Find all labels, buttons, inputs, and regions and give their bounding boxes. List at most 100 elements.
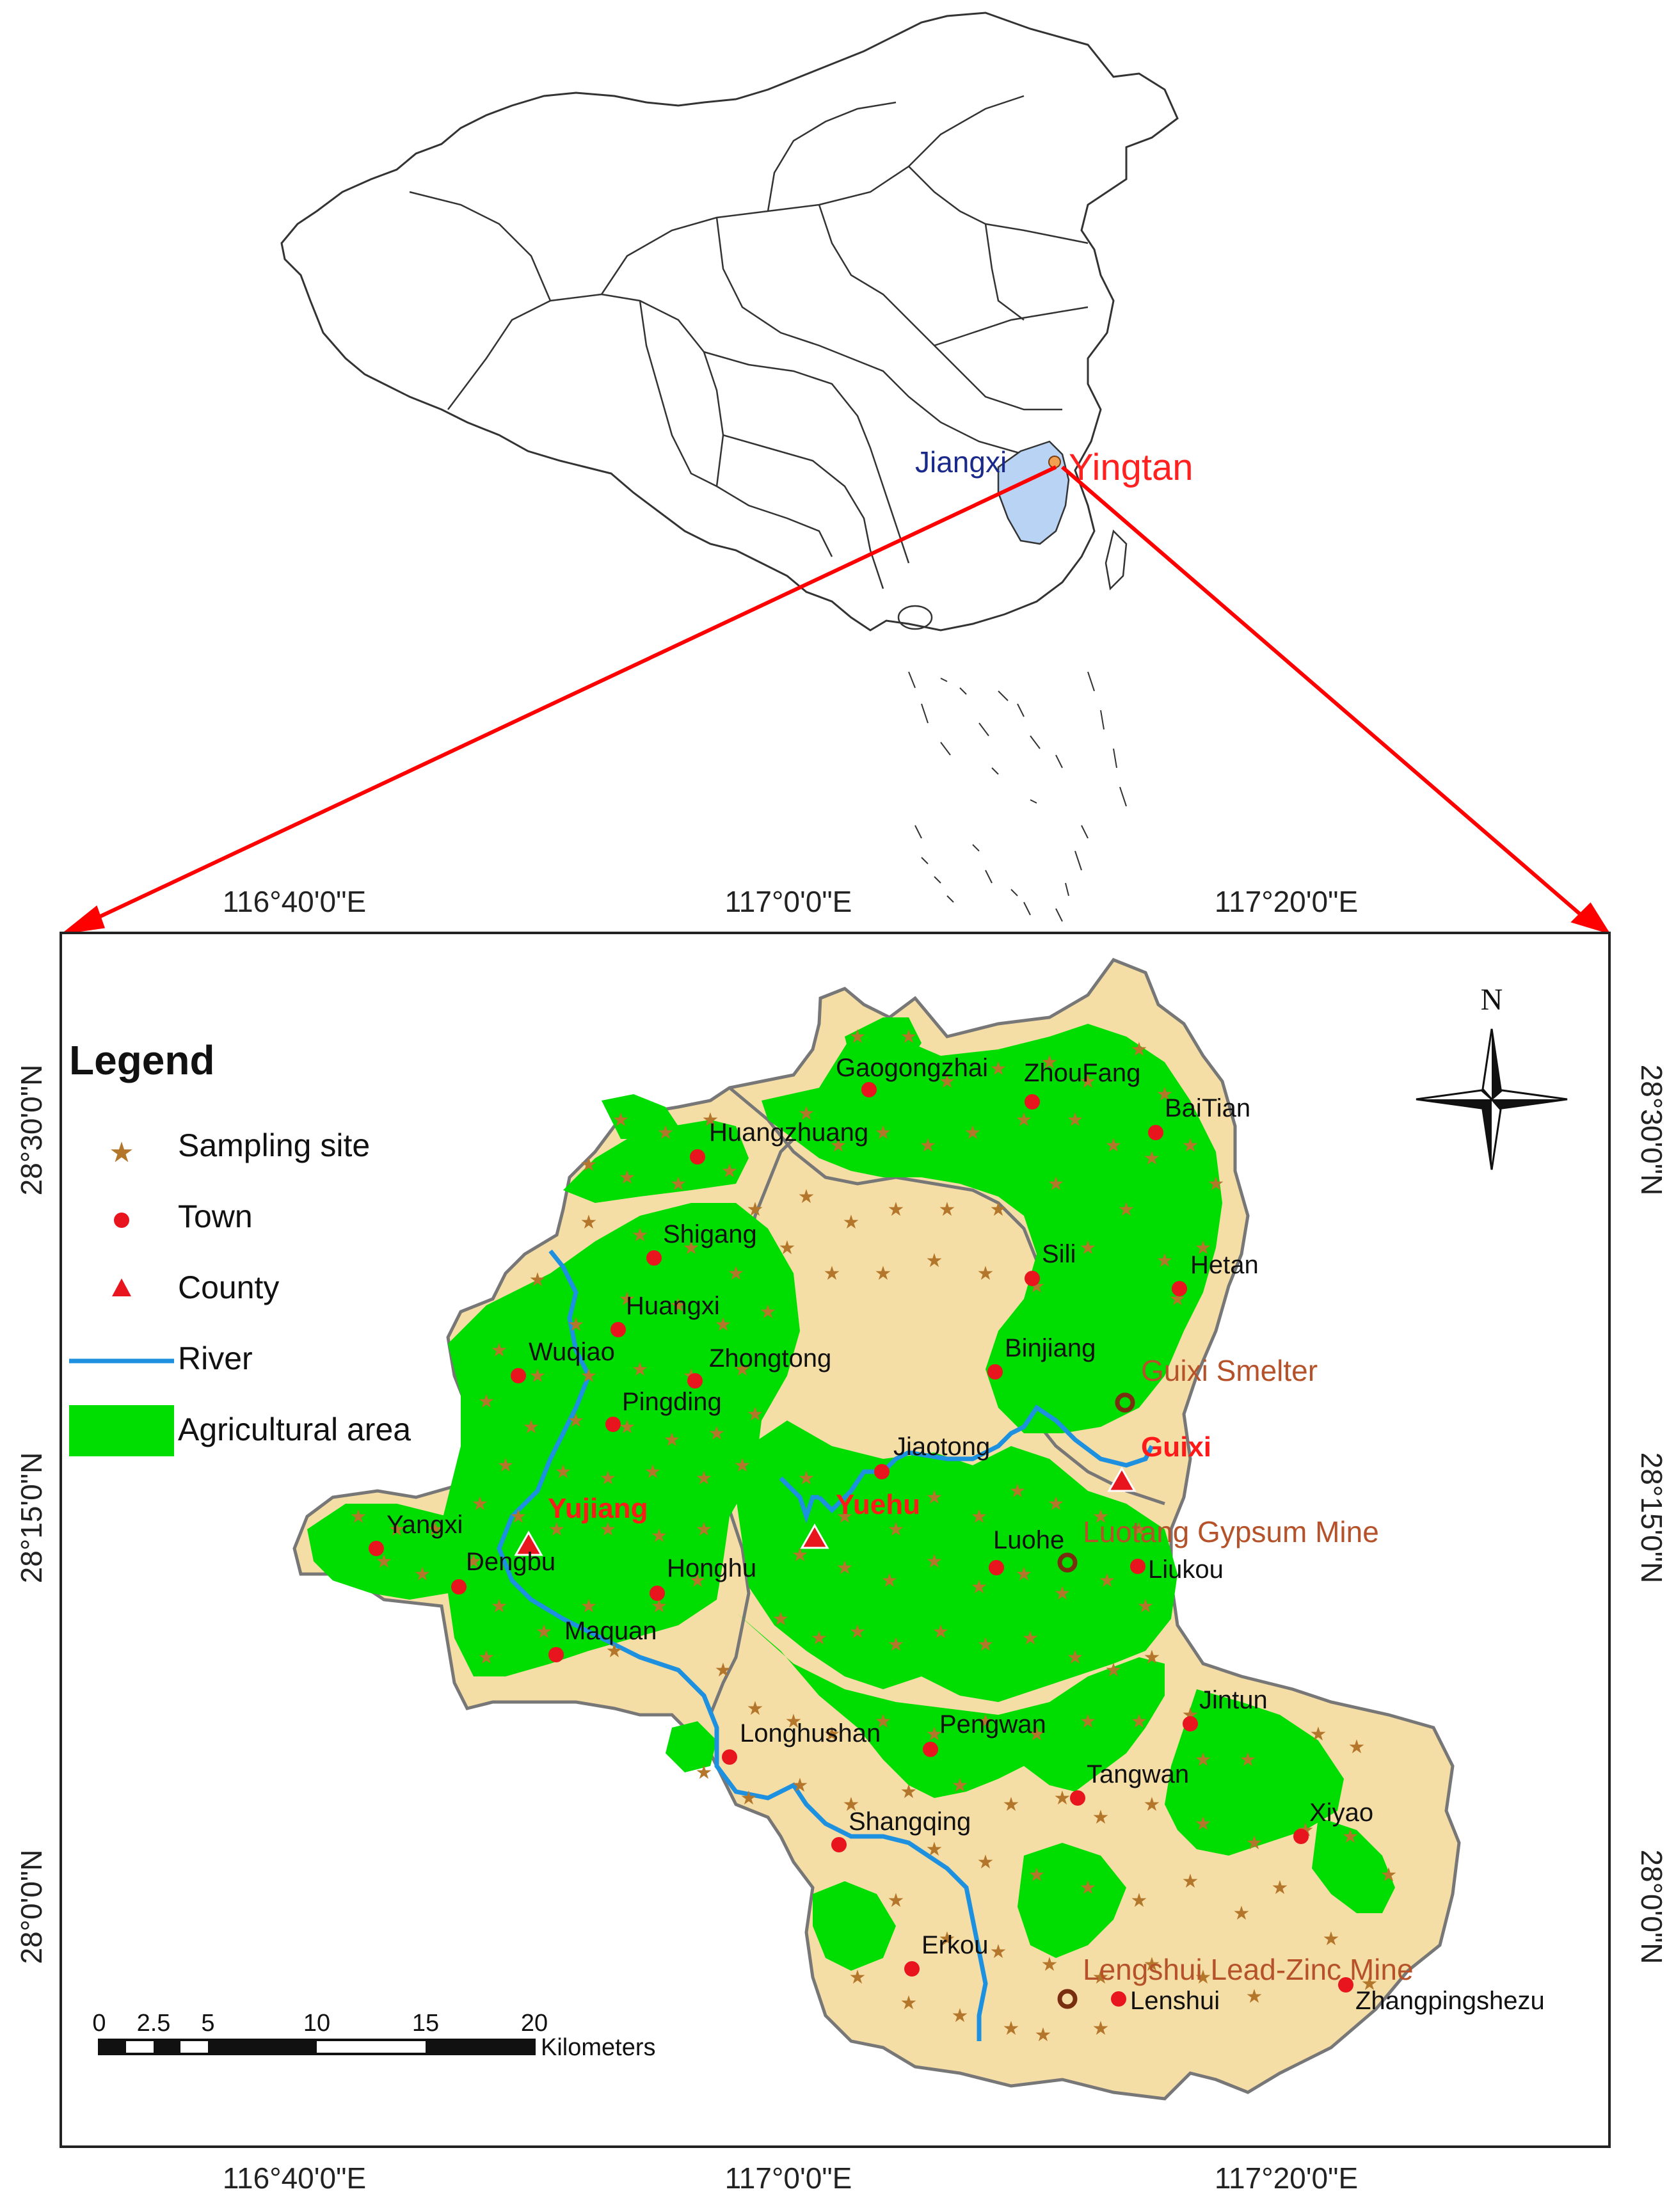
svg-text:★: ★ [1131,1890,1148,1912]
svg-text:★: ★ [939,1070,956,1093]
svg-text:★: ★ [977,1634,994,1656]
svg-text:★: ★ [644,1461,662,1483]
svg-text:★: ★ [472,1493,489,1515]
svg-text:★: ★ [1246,1985,1263,2008]
town-yangxi [369,1541,384,1556]
legend-title: Legend [69,1037,215,1083]
svg-text:★: ★ [523,1416,540,1438]
svg-text:★: ★ [388,1518,406,1541]
label-tangwan: Tangwan [1087,1760,1189,1788]
legend-item-agricultural-area: Agricultural area [69,1394,479,1465]
svg-text:★: ★ [888,1890,905,1912]
svg-text:★: ★ [1131,1038,1148,1061]
svg-text:★: ★ [971,1576,988,1598]
svg-text:★: ★ [510,1506,527,1528]
lat-left-28-15: 28°15'0"N [15,1452,48,1584]
svg-text:★: ★ [900,1781,918,1803]
label-xiyao: Xiyao [1309,1799,1373,1827]
svg-text:★: ★ [836,1557,854,1579]
svg-text:★: ★ [1380,1864,1398,1886]
svg-text:★: ★ [580,1595,598,1618]
county-yujiang-marker [514,1530,543,1556]
svg-text:★: ★ [1080,1710,1097,1733]
town-zhangpingshezu [1338,1977,1353,1993]
svg-text:★: ★ [1080,1877,1097,1899]
county-guixi-marker [1107,1466,1137,1492]
label-luotang-gypsum-mine: Luotang Gypsum Mine [1083,1515,1379,1548]
svg-text:★: ★ [977,1710,994,1733]
label-lengshui-mine: Lengshui Lead-Zinc Mine [1083,1953,1414,1986]
town-sili [1025,1271,1040,1286]
svg-text:★: ★ [555,1461,572,1483]
svg-text:★: ★ [696,1762,713,1784]
svg-text:★: ★ [1361,1973,1378,1995]
china-outline [280,12,1179,632]
svg-text:★: ★ [952,1774,969,1797]
town-longhushan [722,1749,737,1765]
svg-text:★: ★ [536,1621,553,1643]
town-jiaotong [874,1464,890,1479]
counties [514,1466,1137,1556]
svg-text:★: ★ [888,1518,905,1541]
svg-text:★: ★ [600,1518,617,1541]
svg-text:★: ★ [721,1160,738,1182]
scale-tick-15: 15 [412,2010,439,2037]
legend-label: Sampling site [178,1127,371,1163]
town-luohe [989,1560,1004,1575]
lat-right-28-00: 28°0'0"N [1635,1849,1668,1964]
north-arrow [1416,1028,1568,1170]
town-maquan [548,1647,564,1662]
svg-text:★: ★ [497,1454,515,1477]
town-erkou [904,1961,920,1977]
label-zhoufang: ZhouFang [1024,1059,1140,1087]
svg-text:★: ★ [964,1122,982,1144]
svg-text:★: ★ [350,1506,367,1528]
lat-left-28-30: 28°30'0"N [15,1065,48,1196]
svg-text:★: ★ [708,1422,726,1445]
lon-top-117-00: 117°0'0"E [725,885,852,918]
svg-text:★: ★ [1080,1070,1097,1093]
svg-text:★: ★ [491,1595,508,1618]
svg-text:★: ★ [734,1454,751,1477]
legend-symbols: ★ [69,1136,174,1456]
svg-text:★: ★ [1182,1134,1199,1157]
svg-text:★: ★ [1067,1646,1084,1669]
svg-text:★: ★ [1131,1518,1148,1541]
svg-text:★: ★ [632,1224,649,1246]
county-yuehu-marker [800,1523,829,1549]
label-honghu: Honghu [667,1554,756,1582]
svg-text:★: ★ [1092,2017,1110,2040]
label-baitian: BaiTian [1165,1094,1250,1122]
svg-text:★: ★ [568,1314,585,1336]
svg-text:★: ★ [772,1608,790,1630]
svg-text:★: ★ [1118,1198,1135,1221]
svg-text:★: ★ [798,1102,815,1125]
legend-item-town: Town [69,1181,479,1252]
town-binjiang [987,1364,1003,1380]
svg-text:★: ★ [990,1941,1007,1963]
svg-text:★: ★ [1105,1659,1122,1682]
label-longhushan: Longhushan [740,1719,881,1747]
svg-text:★: ★ [427,1518,444,1541]
legend-label: River [178,1340,253,1376]
svg-text:★: ★ [747,1198,764,1221]
label-jiaotong: Jiaotong [893,1433,990,1461]
town-hetan [1172,1281,1187,1296]
town-lenshui [1111,1991,1126,2007]
svg-text:★: ★ [696,1467,713,1490]
svg-text:★: ★ [990,1198,1007,1221]
scale-tick-20: 20 [521,2010,548,2037]
town-huangzhuang [690,1149,705,1165]
svg-text:★: ★ [900,1026,918,1048]
svg-text:★: ★ [683,1237,700,1259]
town-huangxi [611,1322,626,1337]
legend-label: Agricultural area [178,1411,411,1447]
label-luohe: Luohe [993,1526,1064,1554]
svg-text:★: ★ [926,1550,943,1573]
svg-text:★: ★ [1028,1864,1046,1886]
towns [369,1082,1353,2007]
jiangxi-label: Jiangxi [915,445,1007,479]
svg-text:★: ★ [1240,1749,1257,1771]
label-zhangpingshezu: Zhangpingshezu [1355,1987,1545,2015]
svg-text:★: ★ [1092,1806,1110,1829]
